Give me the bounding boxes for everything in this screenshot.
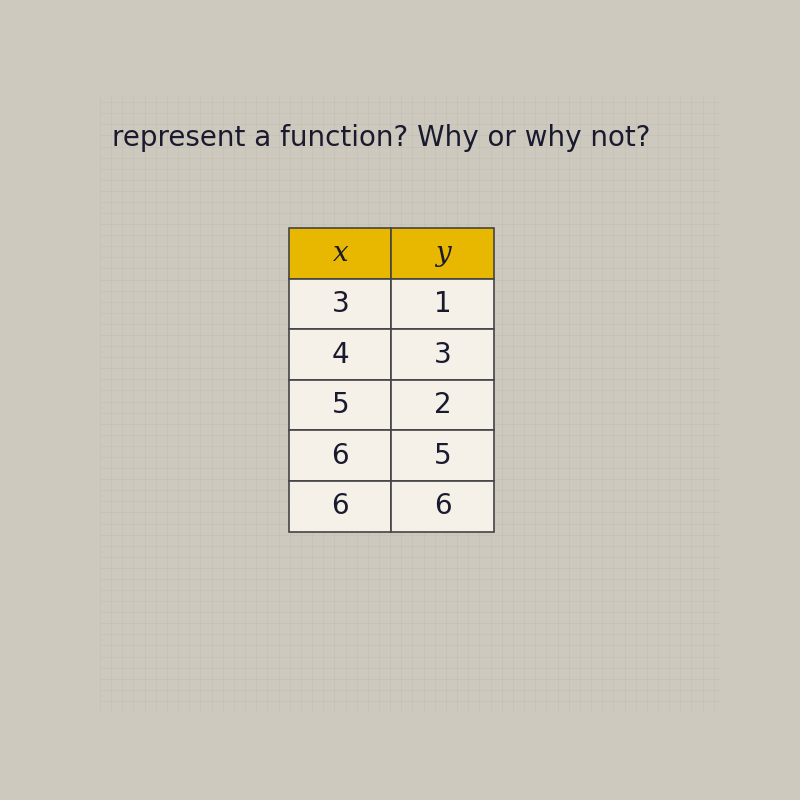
Bar [391, 229, 494, 279]
Text: 1: 1 [434, 290, 451, 318]
Bar [391, 430, 494, 481]
Text: 2: 2 [434, 391, 451, 419]
Bar [289, 481, 391, 531]
Text: 4: 4 [331, 341, 349, 369]
Text: 3: 3 [434, 341, 451, 369]
Bar [289, 229, 391, 279]
Text: 5: 5 [331, 391, 349, 419]
Text: x: x [333, 240, 348, 267]
Bar [391, 330, 494, 380]
Text: y: y [434, 240, 450, 267]
Bar [289, 430, 391, 481]
Bar [391, 279, 494, 330]
Text: 6: 6 [434, 492, 451, 520]
Bar [391, 380, 494, 430]
Bar [289, 380, 391, 430]
Bar [289, 330, 391, 380]
Bar [289, 279, 391, 330]
Text: 5: 5 [434, 442, 451, 470]
Text: 3: 3 [331, 290, 349, 318]
Text: 6: 6 [331, 442, 349, 470]
Text: represent a function? Why or why not?: represent a function? Why or why not? [112, 124, 651, 152]
Text: 6: 6 [331, 492, 349, 520]
Bar [391, 481, 494, 531]
